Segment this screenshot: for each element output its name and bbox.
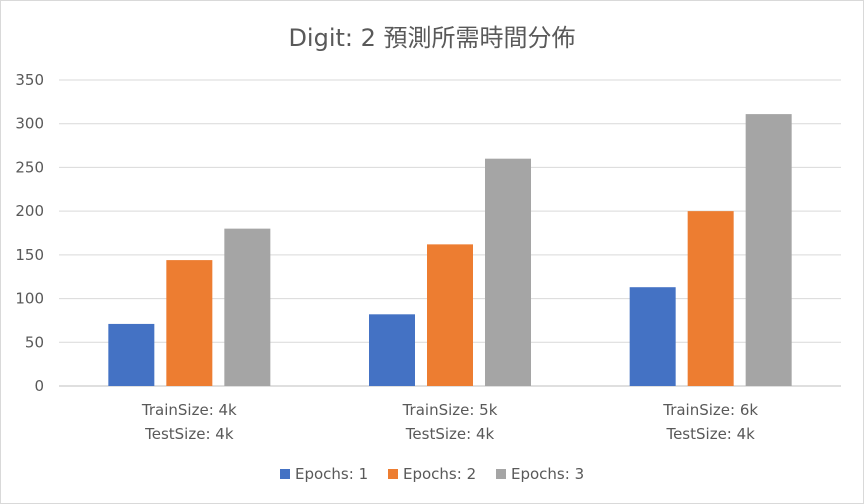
y-tick-label: 0 xyxy=(34,377,44,395)
legend-item: Epochs: 3 xyxy=(496,465,584,483)
legend-swatch xyxy=(496,469,506,479)
y-tick-label: 50 xyxy=(25,333,44,351)
y-tick-label: 200 xyxy=(15,202,44,220)
x-tick-label: TestSize: 4k xyxy=(405,425,495,443)
x-tick-label: TrainSize: 4k xyxy=(141,401,237,419)
y-tick-label: 300 xyxy=(15,115,44,133)
chart-title: Digit: 2 預測所需時間分佈 xyxy=(288,24,575,52)
legend-swatch xyxy=(388,469,398,479)
y-tick-label: 350 xyxy=(15,71,44,89)
x-tick-label: TrainSize: 6k xyxy=(662,401,758,419)
y-tick-label: 100 xyxy=(15,290,44,308)
x-axis-ticks: TrainSize: 4k TestSize: 4k TrainSize: 5k Te… xyxy=(141,401,758,443)
legend-label: Epochs: 1 xyxy=(295,465,368,483)
x-tick-label: TrainSize: 5k xyxy=(402,401,498,419)
y-tick-label: 150 xyxy=(15,246,44,264)
y-tick-label: 250 xyxy=(15,158,44,176)
x-tick-label: TestSize: 4k xyxy=(144,425,234,443)
legend-label: Epochs: 2 xyxy=(403,465,476,483)
bar xyxy=(108,324,154,386)
legend: Epochs: 1 Epochs: 2 Epochs: 3 xyxy=(280,465,584,483)
bar xyxy=(166,260,212,386)
x-tick-label: TestSize: 4k xyxy=(665,425,755,443)
bar xyxy=(369,314,415,386)
legend-label: Epochs: 3 xyxy=(511,465,584,483)
bar xyxy=(630,287,676,386)
bar xyxy=(485,159,531,386)
bar xyxy=(746,114,792,386)
legend-item: Epochs: 2 xyxy=(388,465,476,483)
legend-item: Epochs: 1 xyxy=(280,465,368,483)
y-axis-ticks: 0 50 100 150 200 250 300 350 xyxy=(15,71,44,395)
bar xyxy=(427,244,473,386)
bar xyxy=(688,211,734,386)
bars xyxy=(108,114,791,386)
bar xyxy=(224,229,270,386)
legend-swatch xyxy=(280,469,290,479)
